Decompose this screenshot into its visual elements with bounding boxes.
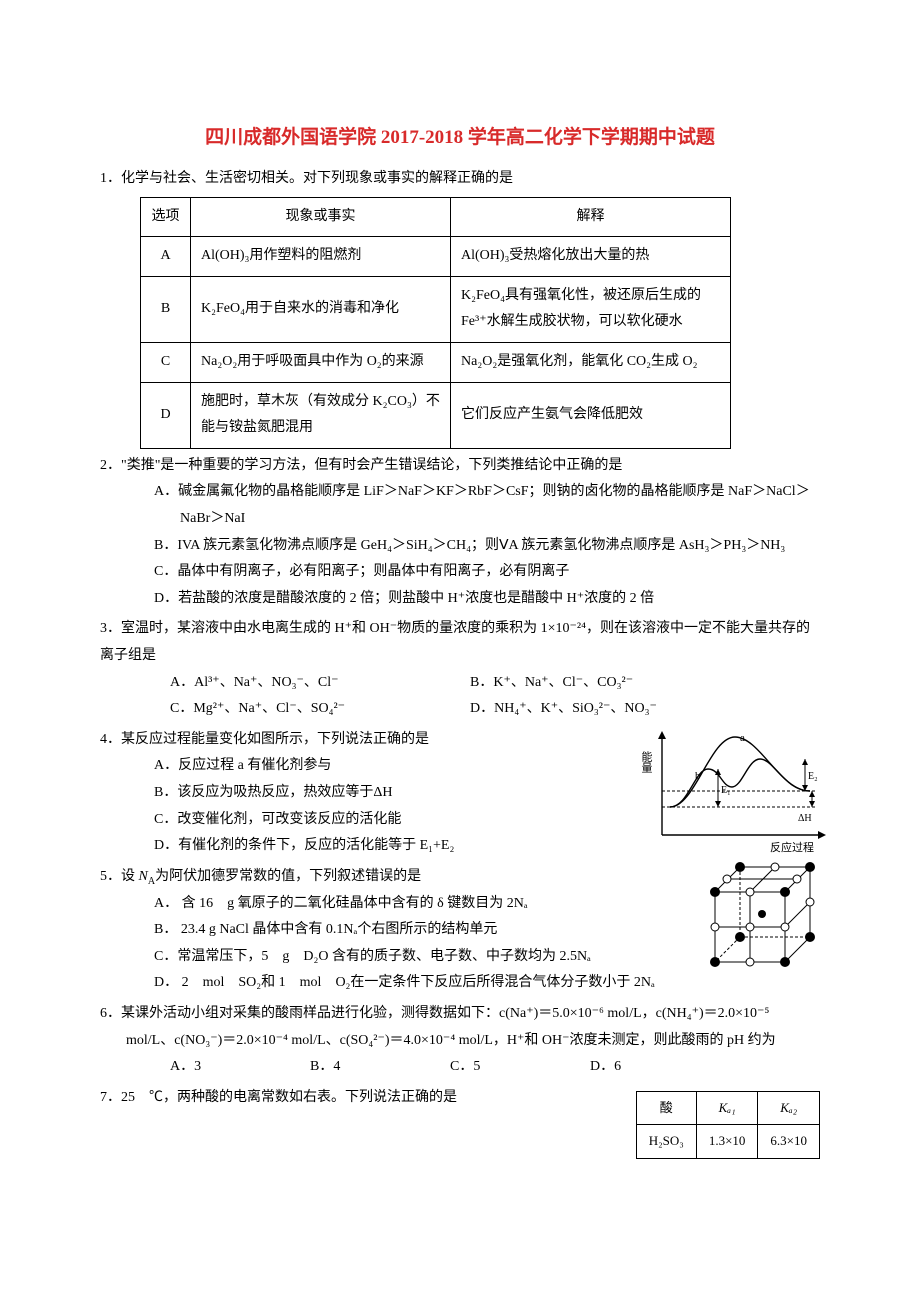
q1-rC-opt: C bbox=[141, 343, 191, 383]
q5-stem-suffix: 为阿伏加德罗常数的值，下列叙述错误的是 bbox=[155, 869, 421, 884]
q1-rC-expl: Na₂O₂是强氧化剂，能氧化 CO₂生成 O₂ bbox=[451, 343, 731, 383]
q1-h3: 解释 bbox=[451, 197, 731, 237]
q6-stem: 6．某课外活动小组对采集的酸雨样品进行化验，测得数据如下：c(Na⁺)＝5.0×… bbox=[100, 1001, 820, 1054]
q1-rD-expl: 它们反应产生氨气会降低肥效 bbox=[451, 382, 731, 448]
q7-h3: Kₐ₂ bbox=[758, 1091, 820, 1125]
q7-r1c2: 1.3×10 bbox=[696, 1125, 758, 1159]
question-6: 6．某课外活动小组对采集的酸雨样品进行化验，测得数据如下：c(Na⁺)＝5.0×… bbox=[100, 1001, 820, 1081]
q7-table: 酸 Kₐ₁ Kₐ₂ H₂SO₃ 1.3×10 6.3×10 bbox=[636, 1091, 820, 1159]
ylabel: 能量 bbox=[640, 749, 653, 772]
q1-rA-phen: Al(OH)₃用作塑料的阻燃剂 bbox=[191, 237, 451, 277]
q1-stem: 1．化学与社会、生活密切相关。对下列现象或事实的解释正确的是 bbox=[100, 166, 820, 193]
q1-rB-expl: K₂FeO₄具有强氧化性，被还原后生成的 Fe³⁺水解生成胶状物，可以软化硬水 bbox=[451, 276, 731, 342]
q2-optA: A．碱金属氟化物的晶格能顺序是 LiF＞NaF＞KF＞RbF＞CsF；则钠的卤化… bbox=[154, 479, 820, 532]
q3-optA: A．Al³⁺、Na⁺、NO₃⁻、Cl⁻ bbox=[170, 670, 470, 697]
crystal-cube-diagram bbox=[700, 857, 820, 977]
table-row: D 施肥时，草木灰（有效成分 K₂CO₃）不能与铵盐氮肥混用 它们反应产生氨气会… bbox=[141, 382, 731, 448]
q1-rD-opt: D bbox=[141, 382, 191, 448]
q1-rA-expl: Al(OH)₃受热熔化放出大量的热 bbox=[451, 237, 731, 277]
label-a: a bbox=[740, 732, 745, 744]
question-3: 3．室温时，某溶液中由水电离生成的 H⁺和 OH⁻物质的量浓度的乘积为 1×10… bbox=[100, 616, 820, 722]
q3-optD: D．NH₄⁺、K⁺、SiO₃²⁻、NO₃⁻ bbox=[470, 696, 657, 723]
q1-h1: 选项 bbox=[141, 197, 191, 237]
table-row: C Na₂O₂用于呼吸面具中作为 O₂的来源 Na₂O₂是强氧化剂，能氧化 CO… bbox=[141, 343, 731, 383]
q1-rD-phen: 施肥时，草木灰（有效成分 K₂CO₃）不能与铵盐氮肥混用 bbox=[191, 382, 451, 448]
table-row: B K₂FeO₄用于自来水的消毒和净化 K₂FeO₄具有强氧化性，被还原后生成的… bbox=[141, 276, 731, 342]
q1-rB-phen: K₂FeO₄用于自来水的消毒和净化 bbox=[191, 276, 451, 342]
q7-h1: 酸 bbox=[636, 1091, 696, 1125]
q1-rA-opt: A bbox=[141, 237, 191, 277]
q6-optA: A．3 bbox=[170, 1054, 310, 1081]
q2-optD: D．若盐酸的浓度是醋酸浓度的 2 倍；则盐酸中 H⁺浓度也是醋酸中 H⁺浓度的 … bbox=[154, 586, 820, 613]
q2-optC: C．晶体中有阴离子，必有阳离子；则晶体中有阳离子，必有阴离子 bbox=[154, 559, 820, 586]
q7-r1c3: 6.3×10 bbox=[758, 1125, 820, 1159]
question-7: 酸 Kₐ₁ Kₐ₂ H₂SO₃ 1.3×10 6.3×10 7．25 ℃，两种酸… bbox=[100, 1085, 820, 1159]
q5-stem-prefix: 5．设 bbox=[100, 869, 139, 884]
q3-optC: C．Mg²⁺、Na⁺、Cl⁻、SO₄²⁻ bbox=[170, 696, 470, 723]
q6-optC: C．5 bbox=[450, 1054, 590, 1081]
label-E1: E₁ bbox=[721, 785, 731, 796]
q1-rB-opt: B bbox=[141, 276, 191, 342]
q5-A: A bbox=[148, 876, 155, 887]
q2-optB: B．IVA 族元素氢化物沸点顺序是 GeH₄＞SiH₄＞CH₄；则ⅤA 族元素氢… bbox=[154, 533, 820, 560]
question-2: 2．"类推"是一种重要的学习方法，但有时会产生错误结论，下列类推结论中正确的是 … bbox=[100, 453, 820, 613]
q7-r1c1: H₂SO₃ bbox=[636, 1125, 696, 1159]
q2-stem: 2．"类推"是一种重要的学习方法，但有时会产生错误结论，下列类推结论中正确的是 bbox=[100, 453, 820, 480]
question-1: 1．化学与社会、生活密切相关。对下列现象或事实的解释正确的是 选项 现象或事实 … bbox=[100, 166, 820, 449]
label-dH: ΔH bbox=[798, 813, 812, 824]
q5-NA: N bbox=[139, 869, 148, 884]
q7-h2: Kₐ₁ bbox=[696, 1091, 758, 1125]
q6-optB: B．4 bbox=[310, 1054, 450, 1081]
q1-rC-phen: Na₂O₂用于呼吸面具中作为 O₂的来源 bbox=[191, 343, 451, 383]
table-row: A Al(OH)₃用作塑料的阻燃剂 Al(OH)₃受热熔化放出大量的热 bbox=[141, 237, 731, 277]
page-title: 四川成都外国语学院 2017-2018 学年高二化学下学期期中试题 bbox=[100, 120, 820, 156]
energy-diagram: 能量 反应过程 a b E₁ E₂ ΔH bbox=[640, 725, 830, 855]
q6-optD: D．6 bbox=[590, 1054, 621, 1081]
q3-optB: B．K⁺、Na⁺、Cl⁻、CO₃²⁻ bbox=[470, 670, 633, 697]
label-E2: E₂ bbox=[808, 771, 818, 782]
xlabel: 反应过程 bbox=[770, 840, 814, 854]
q1-h2: 现象或事实 bbox=[191, 197, 451, 237]
q1-table: 选项 现象或事实 解释 A Al(OH)₃用作塑料的阻燃剂 Al(OH)₃受热熔… bbox=[140, 197, 731, 449]
label-b: b bbox=[695, 770, 701, 782]
q3-stem: 3．室温时，某溶液中由水电离生成的 H⁺和 OH⁻物质的量浓度的乘积为 1×10… bbox=[100, 616, 820, 669]
